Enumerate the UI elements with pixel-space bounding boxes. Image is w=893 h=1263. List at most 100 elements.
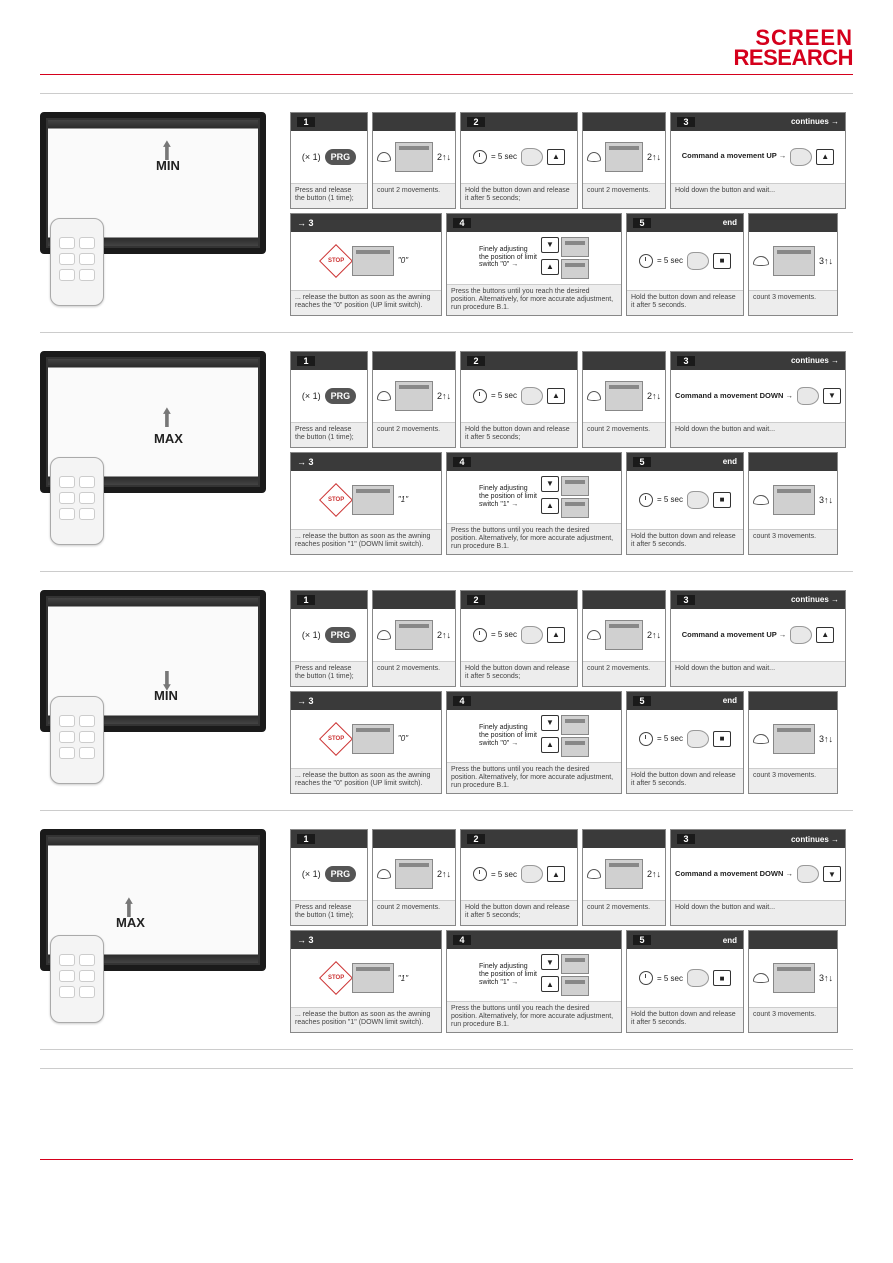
step-header: → 3 (291, 931, 441, 949)
remote-icon (50, 696, 104, 784)
step-cell: 2↑↓ count 2 movements. (582, 351, 666, 448)
step-caption: count 2 movements. (373, 900, 455, 925)
step-caption: Hold down the button and wait... (671, 661, 845, 686)
step-body: 3↑↓ (749, 949, 837, 1007)
step-cell: 5end = 5 sec■ Hold the button down and r… (626, 930, 744, 1033)
prg-button-icon: PRG (325, 627, 357, 643)
up-button-icon: ▲ (547, 149, 565, 165)
step-caption: count 2 movements. (583, 422, 665, 447)
step-body: 2↑↓ (373, 848, 455, 900)
step-body: 3↑↓ (749, 710, 837, 768)
step-body: Finely adjusting the position of limit s… (447, 710, 621, 762)
screen-mini-icon (395, 859, 433, 889)
step-body: 2↑↓ (583, 370, 665, 422)
remote-icon (50, 935, 104, 1023)
step-row-1: 1 (× 1)PRG Press and release the button … (290, 112, 853, 209)
step-body: Finely adjusting the position of limit s… (447, 471, 621, 523)
step-caption: Hold the button down and release it afte… (627, 529, 743, 554)
step-body: = 5 sec▲ (461, 370, 577, 422)
stop-icon: STOP (319, 722, 353, 756)
step-caption: Hold the button down and release it afte… (461, 661, 577, 686)
step-header: → 3 (291, 692, 441, 710)
step-header (749, 931, 837, 949)
instruction-section: ⬆ MAX 1 (× 1)PRG Press and release the b… (40, 351, 853, 559)
step-cell: 5end = 5 sec■ Hold the button down and r… (626, 452, 744, 555)
eye-icon (377, 152, 391, 162)
stop-icon: STOP (319, 483, 353, 517)
screen-mini-icon (352, 246, 394, 276)
section-divider (40, 571, 853, 572)
stop-button-icon: ■ (713, 492, 731, 508)
step-header: 4 (447, 692, 621, 710)
brand-line-2: RESEARCH (40, 48, 853, 68)
step-body: 3↑↓ (749, 471, 837, 529)
step-cell: 2↑↓ count 2 movements. (372, 351, 456, 448)
step-cell: 4 Finely adjusting the position of limit… (446, 691, 622, 794)
step-cell: 4 Finely adjusting the position of limit… (446, 452, 622, 555)
step-body: 2↑↓ (583, 609, 665, 661)
hand-icon (521, 865, 543, 883)
section-divider (40, 810, 853, 811)
hand-icon (797, 865, 819, 883)
step-body: = 5 sec▲ (461, 848, 577, 900)
step-row-2: → 3 STOP"0" ... release the button as so… (290, 213, 853, 316)
step-header (749, 692, 837, 710)
eye-icon (753, 495, 769, 505)
eye-icon (377, 391, 391, 401)
step-caption: Press and release the button (1 time); (291, 183, 367, 208)
step-header: 3continues → (671, 113, 845, 131)
step-header: 4 (447, 214, 621, 232)
step-body: 3↑↓ (749, 232, 837, 290)
step-cell: 5end = 5 sec■ Hold the button down and r… (626, 213, 744, 316)
hand-icon (521, 387, 543, 405)
step-caption: Hold the button down and release it afte… (461, 422, 577, 447)
sections-container: ⬆ MIN 1 (× 1)PRG Press and release the b… (40, 112, 853, 1051)
step-cell: → 3 STOP"1" ... release the button as so… (290, 452, 442, 555)
step-header (583, 830, 665, 848)
clock-icon (639, 493, 653, 507)
up-button-icon: ▲ (547, 866, 565, 882)
steps-column: 1 (× 1)PRG Press and release the button … (290, 112, 853, 320)
screen-mini-icon (605, 142, 643, 172)
screen-label: MAX (116, 915, 145, 930)
down-button-icon: ▼ (541, 476, 559, 492)
prg-button-icon: PRG (325, 388, 357, 404)
screen-mini-icon (605, 620, 643, 650)
step-cell: 3↑↓ count 3 movements. (748, 452, 838, 555)
step-caption: count 2 movements. (583, 183, 665, 208)
eye-icon (377, 869, 391, 879)
step-header: 3continues → (671, 591, 845, 609)
step-caption: Press and release the button (1 time); (291, 661, 367, 686)
step-cell: 3continues → Command a movement DOWN →▼ … (670, 351, 846, 448)
direction-arrow-icon: ⬆ (160, 403, 173, 434)
step-header: 2 (461, 591, 577, 609)
screen-mini-icon (352, 485, 394, 515)
page: SCREEN RESEARCH ⬆ MIN 1 (× 1)PRG Press a… (0, 0, 893, 1172)
step-caption: Press and release the button (1 time); (291, 422, 367, 447)
screen-mini-icon (561, 954, 589, 974)
step-body: = 5 sec▲ (461, 609, 577, 661)
screen-column: ⬆ MAX (40, 829, 276, 1037)
step-header (373, 591, 455, 609)
step-cell: 2↑↓ count 2 movements. (582, 829, 666, 926)
eye-icon (753, 973, 769, 983)
instruction-section: ⬇ MIN 1 (× 1)PRG Press and release the b… (40, 590, 853, 798)
step-cell: 1 (× 1)PRG Press and release the button … (290, 351, 368, 448)
step-body: (× 1)PRG (291, 848, 367, 900)
step-header: 1 (291, 113, 367, 131)
step-caption: Press and release the button (1 time); (291, 900, 367, 925)
step-body: 2↑↓ (583, 848, 665, 900)
step-cell: 2↑↓ count 2 movements. (582, 112, 666, 209)
step-header: → 3 (291, 453, 441, 471)
screen-mini-icon (352, 963, 394, 993)
hand-icon (521, 148, 543, 166)
screen-column: ⬆ MIN (40, 112, 276, 320)
step-caption: Hold the button down and release it afte… (627, 1007, 743, 1032)
step-header (373, 113, 455, 131)
screen-mini-icon (561, 498, 589, 518)
step-cell: 2↑↓ count 2 movements. (372, 829, 456, 926)
screen-mini-icon (395, 381, 433, 411)
step-caption: count 3 movements. (749, 768, 837, 793)
step-caption: Press the buttons until you reach the de… (447, 762, 621, 793)
screen-mini-icon (773, 724, 815, 754)
